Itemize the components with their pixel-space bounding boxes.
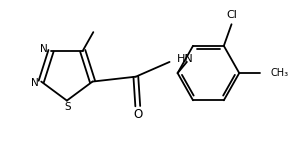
Text: O: O — [133, 108, 142, 122]
Text: N: N — [31, 78, 38, 88]
Text: S: S — [65, 102, 71, 113]
Text: N: N — [40, 44, 48, 54]
Text: Cl: Cl — [226, 10, 237, 20]
Text: HN: HN — [177, 54, 194, 64]
Text: CH₃: CH₃ — [270, 68, 288, 78]
